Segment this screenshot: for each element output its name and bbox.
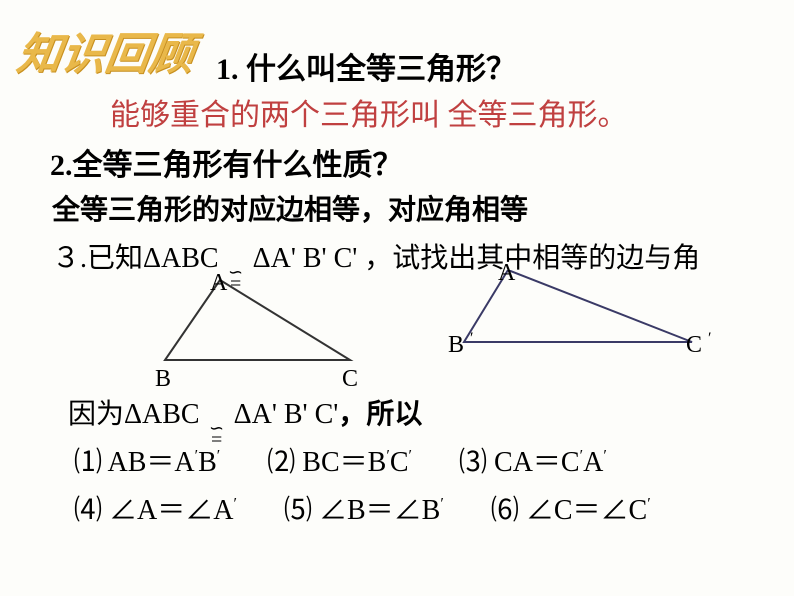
num-6: ⑹ [491, 495, 519, 526]
eq-2: ⑵ BC＝B′C′ [267, 440, 412, 480]
eq-6: ⑹ ∠C＝∠C′ [491, 488, 651, 528]
triangle-diagram: A B C A B ′ C ′ [50, 270, 750, 385]
eq-1: ⑴ AB＝A′B′ [74, 440, 220, 480]
eq-3: ⑶ CA＝C′A′ [459, 440, 607, 480]
num-4: ⑷ [74, 495, 102, 526]
conclusion-line: 因为ΔABC ∽= ΔA' B' C'，所以 [68, 392, 422, 432]
num-1: ⑴ [74, 447, 102, 478]
label-b: B [155, 366, 171, 393]
label-a-prime: A [498, 260, 515, 287]
label-c: C [342, 366, 358, 393]
concl-tri2: ΔA' B' C' [227, 399, 339, 430]
num-5: ⑸ [284, 495, 312, 526]
banner-title: 知识回顾 [14, 18, 199, 82]
equalities-row-2: ⑷ ∠A＝∠A′ ⑸ ∠B＝∠B′ ⑹ ∠C＝∠C′ [74, 488, 691, 528]
triangle-abc [165, 280, 350, 360]
label-c-prime: C ′ [686, 330, 712, 359]
answer-1: 能够重合的两个三角形叫 全等三角形。 [110, 90, 628, 134]
eq-4: ⑷ ∠A＝∠A′ [74, 488, 237, 528]
equalities-row-1: ⑴ AB＝A′B′ ⑵ BC＝B′C′ ⑶ CA＝C′A′ [74, 440, 647, 480]
concl-tri1: ΔABC [124, 399, 207, 430]
eq-5: ⑸ ∠B＝∠B′ [284, 488, 444, 528]
question-2: 2.全等三角形有什么性质？ [50, 140, 403, 184]
label-b-prime: B ′ [448, 330, 474, 359]
num-2: ⑵ [267, 447, 295, 478]
label-a: A [210, 270, 227, 297]
question-1: 1. 什么叫全等三角形？ [216, 44, 516, 88]
num-3: ⑶ [459, 447, 487, 478]
concl-prefix: 因为 [68, 399, 124, 430]
concl-suffix: ，所以 [338, 399, 422, 430]
answer-2: 全等三角形的对应边相等，对应角相等 [52, 188, 528, 228]
